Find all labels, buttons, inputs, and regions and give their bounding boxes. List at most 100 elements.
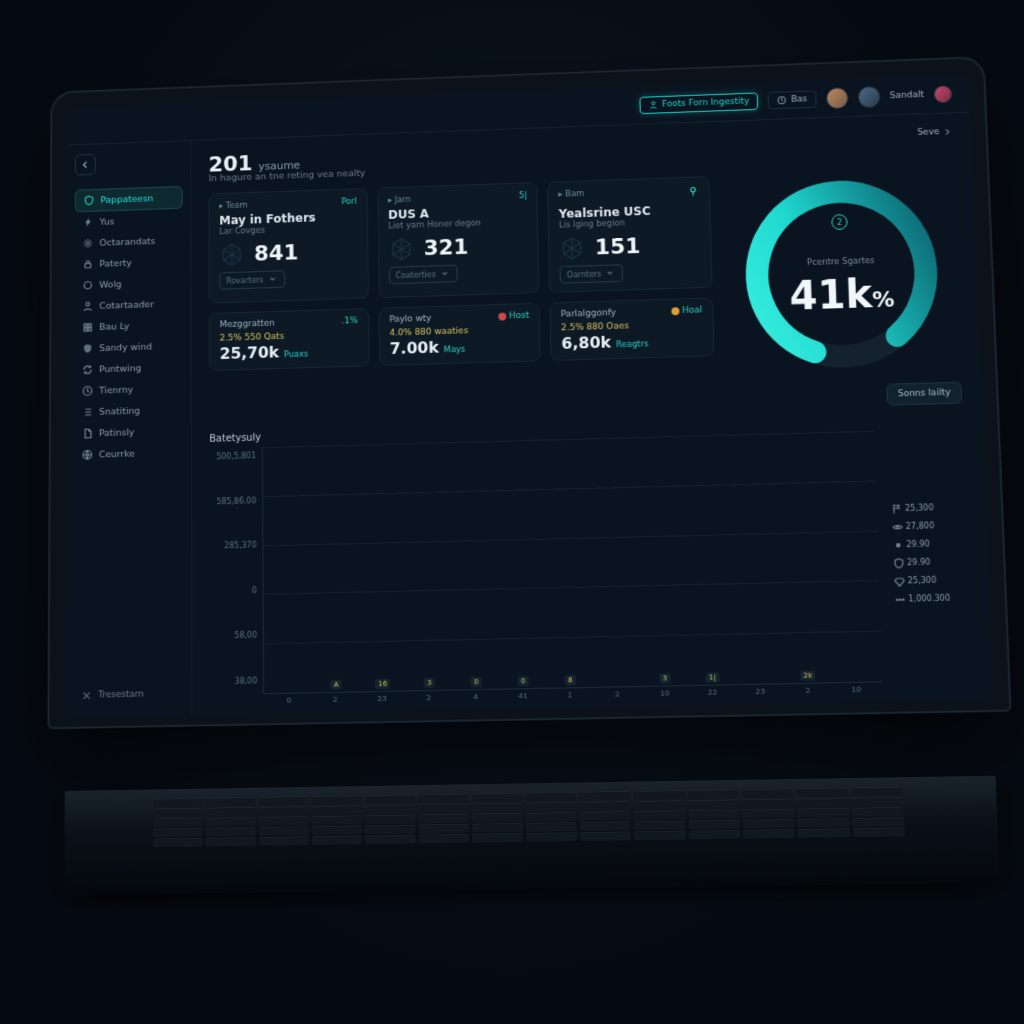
sidebar-item-label: Sandy wind — [99, 341, 152, 353]
chevron-right-icon — [943, 128, 951, 136]
header-tab-label: Foots Forn Ingestity — [662, 96, 750, 109]
stat-card: ▸ TeamPorlMay in FothersLar Covges841Rov… — [209, 188, 369, 303]
legend-label: 29.90 — [907, 557, 931, 567]
chart-legend: 25,300 27,800 29.90 29.90 25,300 1,000.300 — [881, 413, 973, 693]
x-tick: 4 — [454, 692, 498, 702]
sidebar-item-label: Patinsly — [99, 427, 134, 439]
app-screen: Foots Forn Ingestity Bas Sandalt — [65, 74, 992, 717]
x-tick: 22 — [690, 687, 735, 697]
header-tab-primary[interactable]: Foots Forn Ingestity — [639, 92, 758, 114]
hex-icon — [388, 236, 414, 262]
bar-group — [834, 681, 879, 682]
card-footer-select[interactable]: Oarnters — [560, 264, 623, 283]
card-value: 841 — [254, 241, 299, 266]
card-head-right: Porl — [341, 197, 356, 207]
legend-item: 27,800 — [891, 519, 967, 531]
shield-icon — [893, 557, 904, 567]
header-tab-secondary[interactable]: Bas — [768, 90, 817, 109]
y-tick: 0 — [210, 586, 257, 596]
bar-chart: A16300831|2k — [262, 431, 883, 694]
y-tick: 585,86.00 — [209, 496, 256, 506]
shield-icon — [83, 195, 94, 207]
x-tick: 23 — [738, 686, 783, 696]
avatar[interactable] — [826, 87, 849, 109]
bar-group: 0 — [501, 688, 545, 689]
bar-group: 1| — [690, 684, 735, 685]
laptop-keyboard — [64, 776, 1000, 895]
metric-unit: Mays — [444, 345, 466, 355]
more-icon — [894, 594, 905, 604]
x-icon — [81, 690, 93, 702]
lock-icon — [82, 258, 94, 270]
user-icon — [648, 100, 658, 110]
gauge-badge: 2 — [831, 214, 848, 230]
x-tick: 2 — [786, 685, 831, 695]
bar-tag: 0 — [471, 677, 482, 687]
dot-icon — [892, 539, 903, 549]
bar-group: 0 — [454, 689, 498, 690]
sidebar-item-patinsly[interactable]: Patinsly — [74, 420, 183, 444]
main-content: 201 ysaume In hagure an tne reting vea n… — [191, 113, 992, 715]
hex-icon — [559, 235, 585, 261]
metric-label: Mezggratten — [220, 319, 275, 330]
sidebar: PappateesnYusOctarandatsPatertyWolgCotar… — [65, 141, 192, 717]
sidebar-item-label: Cotartaader — [99, 299, 154, 311]
bar-group: 8 — [548, 687, 592, 688]
chart-y-axis: 500,5,801585,86.00285,370058,0038,00 — [209, 447, 263, 706]
stat-card: ▸ Jarn5|DUS ALiet yarn Honer degon321Coa… — [377, 182, 540, 298]
sidebar-item-label: Snatiting — [99, 405, 140, 417]
legend-label: 25,300 — [908, 575, 937, 585]
sidebar-item-ceurrke[interactable]: Ceurrke — [74, 442, 183, 466]
stat-card: ▸ Bam Yealsrine USCLis lging begion151Oa… — [547, 176, 712, 293]
bar-group: A — [315, 691, 359, 692]
card-value: 321 — [423, 235, 468, 261]
avatar[interactable] — [858, 86, 881, 108]
badge-icon — [82, 343, 94, 355]
sidebar-item-label: Puntwing — [99, 363, 141, 375]
x-tick: 10 — [643, 688, 688, 698]
y-tick: 38,00 — [210, 676, 257, 686]
bar-group: 16 — [361, 691, 405, 692]
bar-tag: 2k — [800, 670, 815, 680]
back-button[interactable] — [75, 154, 96, 176]
bar-tag: 1| — [706, 672, 719, 682]
sidebar-item-label: Paterty — [99, 258, 132, 270]
bar-group: 3 — [643, 685, 687, 686]
card-head-left: ▸ Jarn — [388, 195, 411, 205]
x-tick: 2 — [595, 689, 640, 699]
card-head-right: 5| — [519, 191, 527, 201]
metric-card: ParlalggonfyHoal2.5% 880 Oaes6,80kReagtr… — [550, 297, 715, 361]
sidebar-item-close[interactable]: Tresestarn — [73, 683, 184, 707]
bar-group: 2k — [786, 682, 831, 683]
metric-value: 7.00k — [390, 338, 439, 358]
gear-icon — [82, 237, 93, 249]
refresh-icon — [82, 364, 94, 376]
metric-value: 25,70k — [220, 343, 279, 363]
y-tick: 500,5,801 — [209, 451, 256, 461]
sidebar-item-snatiting[interactable]: Snatiting — [74, 399, 183, 423]
list-icon — [82, 406, 94, 418]
legend-label: 1,000.300 — [908, 593, 950, 603]
x-tick: 23 — [360, 694, 404, 704]
save-link[interactable]: Seve — [917, 127, 952, 138]
legend-label: 25,300 — [905, 503, 934, 513]
gem-icon — [893, 575, 904, 585]
bar-tag: 3 — [424, 678, 435, 688]
card-footer-select[interactable]: Rovarters — [219, 270, 284, 289]
sidebar-item-label: Tienrny — [99, 384, 133, 396]
legend-label: 27,800 — [906, 521, 935, 531]
metric-label: Paylo wty — [389, 314, 431, 325]
header-tab-label: Bas — [791, 94, 808, 104]
gauge-action-button[interactable]: Sonns lailty — [886, 382, 962, 406]
gauge-panel: 2 Pcentre Sgartes 41k% Sonns lailty — [723, 168, 962, 410]
clock-icon — [82, 385, 94, 397]
metric-unit: Puaxs — [284, 350, 308, 360]
bolt-icon — [82, 216, 93, 228]
legend-label: 29.90 — [906, 539, 930, 549]
card-footer-select[interactable]: Coaterties — [389, 265, 458, 285]
grid-icon — [82, 321, 94, 333]
legend-item: 29.90 — [893, 556, 969, 568]
header-user-label[interactable]: Sandalt — [890, 90, 925, 101]
notification-badge-icon[interactable] — [934, 85, 953, 103]
sidebar-item-label: Yus — [99, 216, 114, 227]
